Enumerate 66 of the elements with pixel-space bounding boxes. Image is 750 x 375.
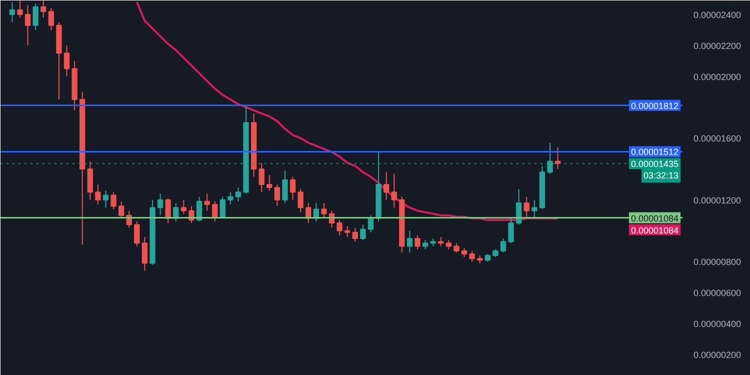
candlestick [454,242,460,253]
candlestick [180,199,187,214]
y-tick-label: 0.00001200 [694,195,742,206]
candlestick [266,174,272,192]
text: 03:32:13 [643,170,679,181]
candlestick [110,192,116,210]
candlestick [48,8,54,30]
candlestick [40,0,46,18]
candlestick [212,200,218,222]
candlestick [406,230,413,253]
candlestick [391,173,397,208]
candlestick [64,44,70,77]
y-tick-label: 0.00000400 [694,318,742,329]
candlestick [17,0,23,18]
candlestick [24,4,31,46]
candlestick [469,250,475,262]
y-tick-label: 0.00002000 [694,72,742,82]
candlestick [298,188,304,213]
candlestick [32,3,38,30]
candlestick [235,187,242,202]
candlestick [290,176,296,200]
candlestick [532,199,538,219]
candlestick [165,198,171,224]
ref-line-label: 0.00001512 [630,147,679,158]
candlestick [196,196,202,222]
ref-line-label: 0.00001435 [630,159,679,170]
candlestick [204,193,210,212]
candlestick [446,240,452,250]
ref-line-label: 0.00001084 [630,213,679,224]
candlestick [220,196,226,219]
annotation: 0.00001084 [630,225,679,236]
candlestick [344,226,350,238]
y-tick-label: 0.00000600 [694,288,742,298]
candlestick [336,219,342,236]
ref-line-label: 0.00001812 [630,100,679,111]
candlestick [228,192,234,206]
candlestick [274,184,280,207]
candlestick [547,142,553,174]
y-tick-label: 0.00002400 [694,10,742,20]
candlestick [508,218,514,244]
candlestick [383,172,390,200]
candlestick [500,238,506,253]
candlestick [461,247,468,258]
y-tick-label: 0.00000800 [694,257,742,268]
candlestick [352,227,358,242]
candlestick [282,170,288,204]
candlestick [321,202,327,219]
candlestick [524,196,530,218]
y-tick-label: 0.00001600 [694,134,742,144]
candlestick [102,190,109,208]
candlestick [368,214,374,233]
candlestick [438,236,444,247]
candlestick [422,240,428,250]
candlestick [142,236,148,272]
candlestick [360,224,366,241]
y-tick-label: 0.00000200 [694,350,742,360]
candlestick [9,2,16,23]
candlestick [516,188,522,226]
candlestick [87,160,93,200]
candlestick [414,234,420,250]
candlestick [134,221,140,247]
candlestick [118,200,124,219]
candlestick [157,193,164,216]
y-tick-label: 0.00002200 [694,40,742,51]
candlestick [258,162,264,193]
candlestick [95,184,101,206]
